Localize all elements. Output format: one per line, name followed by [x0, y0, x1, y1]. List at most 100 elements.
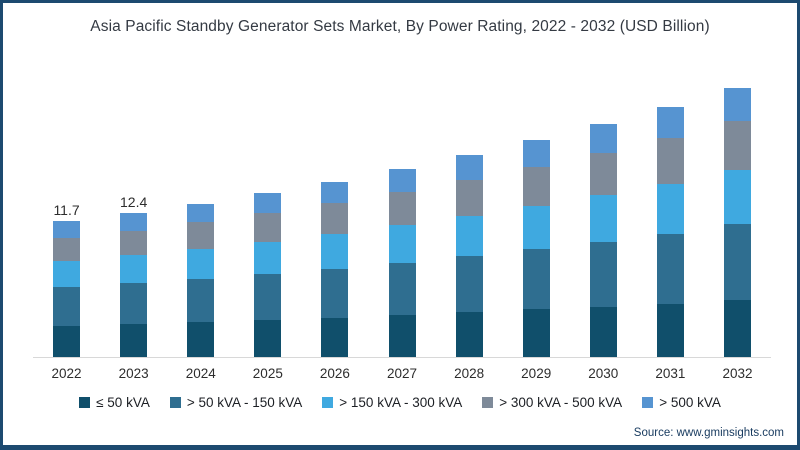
bar-segment-2024-series-3	[187, 222, 215, 250]
x-tick-2028: 2028	[454, 366, 485, 381]
bar-segment-2030-series-4	[589, 123, 617, 153]
bar-2024	[187, 203, 215, 357]
bar-column-2032	[704, 55, 771, 357]
bar-segment-2030-series-3	[589, 152, 617, 195]
legend-label: > 150 kVA - 300 kVA	[339, 395, 463, 410]
bar-column-2024	[167, 55, 234, 357]
x-tick-2024: 2024	[185, 366, 216, 381]
bar-segment-2023-series-0	[120, 323, 148, 357]
bar-segment-2025-series-4	[254, 193, 282, 214]
legend-label: > 50 kVA - 150 kVA	[186, 395, 303, 410]
bar-segment-2022-series-4	[53, 221, 81, 238]
legend-swatch-icon	[169, 397, 181, 408]
bar-column-2031	[637, 55, 704, 357]
legend: ≤ 50 kVA > 50 kVA - 150 kVA > 150 kVA - 30…	[3, 395, 797, 410]
bar-segment-2027-series-1	[388, 263, 416, 316]
bar-column-2023: 12.4	[100, 55, 167, 357]
x-tick-2029: 2029	[521, 366, 552, 381]
bar-segment-2023-series-2	[120, 254, 148, 284]
legend-item-1: > 50 kVA - 150 kVA	[169, 395, 303, 410]
legend-label: ≤ 50 kVA	[96, 395, 150, 410]
bar-segment-2026-series-1	[321, 268, 349, 319]
bar-segment-2024-series-2	[187, 249, 215, 280]
legend-label: > 500 kVA	[659, 395, 721, 410]
bar-segment-2024-series-4	[187, 203, 215, 223]
bar-segment-2027-series-0	[388, 315, 416, 357]
bar-segment-2022-series-2	[53, 260, 81, 288]
bar-2023	[120, 213, 148, 357]
bar-segment-2029-series-1	[522, 249, 550, 310]
bar-column-2025	[234, 55, 301, 357]
bar-2032	[723, 87, 751, 357]
bar-segment-2030-series-0	[589, 306, 617, 357]
chart-title: Asia Pacific Standby Generator Sets Mark…	[90, 18, 710, 35]
bar-segment-2026-series-0	[321, 318, 349, 357]
bar-segment-2025-series-1	[254, 274, 282, 320]
bar-segment-2032-series-2	[723, 169, 751, 225]
bar-segment-2030-series-2	[589, 194, 617, 242]
bar-2027	[388, 169, 416, 357]
bar-segment-2032-series-3	[723, 120, 751, 170]
bar-segment-2023-series-4	[120, 213, 148, 231]
bar-2031	[656, 107, 684, 357]
bar-segment-2025-series-0	[254, 319, 282, 357]
x-tick-2022: 2022	[51, 366, 82, 381]
bar-column-2022: 11.7	[33, 55, 100, 357]
bar-segment-2032-series-0	[723, 299, 751, 357]
bar-segment-2028-series-2	[455, 215, 483, 257]
bar-value-label-2022: 11.7	[53, 202, 80, 219]
legend-item-4: > 500 kVA	[642, 395, 721, 410]
legend-item-2: > 150 kVA - 300 kVA	[322, 395, 462, 410]
bar-column-2026	[301, 55, 368, 357]
bar-segment-2031-series-3	[656, 138, 684, 184]
bar-segment-2032-series-1	[723, 224, 751, 300]
bar-segment-2031-series-2	[656, 183, 684, 235]
bar-segment-2029-series-3	[522, 166, 550, 206]
bar-segment-2024-series-1	[187, 279, 215, 323]
bar-segment-2028-series-4	[455, 155, 483, 180]
legend-swatch-icon	[642, 397, 654, 408]
x-tick-2032: 2032	[722, 366, 753, 381]
bar-2022	[53, 221, 81, 357]
bar-2030	[589, 123, 617, 357]
legend-swatch-icon	[79, 397, 91, 408]
bar-segment-2022-series-1	[53, 287, 81, 326]
legend-swatch-icon	[322, 397, 334, 408]
legend-item-3: > 300 kVA - 500 kVA	[482, 395, 622, 410]
x-tick-2023: 2023	[118, 366, 149, 381]
bar-column-2027	[368, 55, 435, 357]
bar-segment-2027-series-2	[388, 225, 416, 264]
bar-segment-2026-series-3	[321, 203, 349, 235]
bar-segment-2028-series-1	[455, 256, 483, 313]
x-tick-2025: 2025	[252, 366, 283, 381]
bar-segment-2028-series-0	[455, 312, 483, 357]
bar-segment-2027-series-4	[388, 169, 416, 193]
bar-2026	[321, 181, 349, 357]
bar-segment-2026-series-2	[321, 234, 349, 269]
bar-2028	[455, 155, 483, 357]
bar-segment-2023-series-3	[120, 230, 148, 255]
bar-2029	[522, 140, 550, 357]
bar-segment-2022-series-3	[53, 237, 81, 261]
bar-segment-2029-series-2	[522, 205, 550, 250]
source-attribution: Source: www.gminsights.com	[633, 427, 784, 439]
bar-segment-2023-series-1	[120, 283, 148, 324]
bar-segment-2031-series-1	[656, 234, 684, 304]
legend-swatch-icon	[482, 397, 494, 408]
legend-label: > 300 kVA - 500 kVA	[499, 395, 623, 410]
bar-segment-2032-series-4	[723, 87, 751, 121]
bar-segment-2027-series-3	[388, 192, 416, 226]
x-tick-2026: 2026	[319, 366, 350, 381]
bar-segment-2024-series-0	[187, 322, 215, 357]
legend-item-0: ≤ 50 kVA	[79, 395, 150, 410]
bar-segment-2026-series-4	[321, 181, 349, 204]
bar-segment-2028-series-3	[455, 179, 483, 216]
bar-segment-2025-series-2	[254, 241, 282, 275]
x-axis: 2022 2023 2024 2025 2026 2027 2028 2029 2030 2031…	[33, 366, 771, 381]
bar-segment-2029-series-0	[522, 309, 550, 357]
bar-column-2028	[436, 55, 503, 357]
bar-segment-2029-series-4	[522, 140, 550, 167]
bar-column-2029	[503, 55, 570, 357]
x-tick-2027: 2027	[386, 366, 418, 381]
